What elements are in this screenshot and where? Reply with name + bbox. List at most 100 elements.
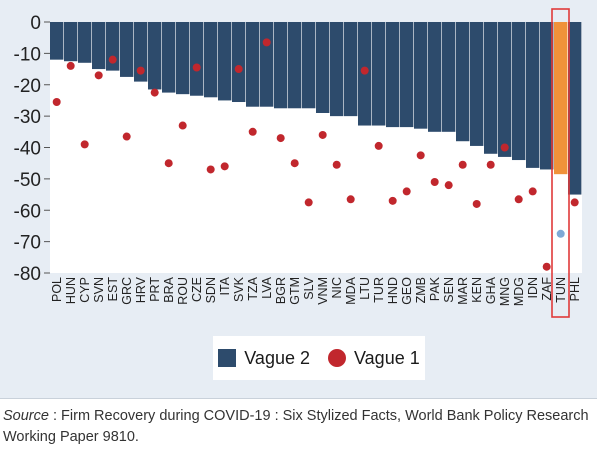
- point-ita: [220, 162, 229, 171]
- bar-mng: [498, 22, 512, 157]
- point-phl: [570, 198, 579, 207]
- x-tick-label-hun: HUN: [64, 277, 78, 304]
- x-tick-label-tza: TZA: [246, 276, 260, 300]
- y-tick-label: 0: [30, 13, 41, 34]
- point-slv: [304, 198, 313, 207]
- x-tick-label-geo: GEO: [400, 277, 414, 305]
- legend-swatch-dot: [328, 349, 346, 367]
- y-tick-label: -40: [14, 139, 41, 160]
- point-ken: [472, 199, 481, 208]
- x-tick-label-rou: ROU: [176, 277, 190, 305]
- point-sdn: [206, 165, 215, 174]
- x-tick-label-ltu: LTU: [358, 277, 372, 300]
- bar-zmb: [414, 22, 428, 129]
- x-tick-label-bgr: BGR: [274, 277, 288, 304]
- x-tick-label-sen: SEN: [442, 277, 456, 303]
- bar-mar: [456, 22, 470, 142]
- bar-bgr: [274, 22, 288, 109]
- point-sen: [444, 181, 453, 190]
- bar-idn: [526, 22, 540, 168]
- bar-lva: [260, 22, 274, 107]
- x-tick-label-zaf: ZAF: [540, 277, 554, 301]
- x-tick-label-grc: GRC: [120, 277, 134, 305]
- point-mar: [458, 160, 467, 169]
- legend: Vague 2 Vague 1: [213, 336, 425, 380]
- point-geo: [402, 187, 411, 196]
- point-gha: [486, 160, 495, 169]
- legend-label-vague-2: Vague 2: [244, 347, 310, 368]
- x-tick-label-tun: TUN: [554, 277, 568, 303]
- x-tick-label-mdg: MDG: [512, 277, 526, 306]
- point-bra: [164, 159, 173, 168]
- x-tick-label-svk: SVK: [232, 276, 246, 302]
- x-tick-label-gtm: GTM: [288, 277, 302, 305]
- bar-vnm: [316, 22, 330, 113]
- point-svk: [234, 65, 243, 74]
- x-tick-label-sdn: SDN: [204, 277, 218, 303]
- x-tick-label-cze: CZE: [190, 277, 204, 302]
- source-label: Source: [3, 408, 49, 424]
- y-tick-label: -20: [14, 76, 41, 97]
- point-pol: [52, 98, 61, 107]
- x-tick-label-idn: IDN: [526, 277, 540, 299]
- bar-rou: [176, 22, 190, 95]
- point-rou: [178, 121, 187, 130]
- point-mng: [500, 143, 509, 152]
- x-tick-label-vnm: VNM: [316, 277, 330, 305]
- point-est: [108, 55, 117, 64]
- bar-nic: [330, 22, 344, 117]
- x-tick-label-gha: GHA: [484, 276, 498, 304]
- bar-pol: [50, 22, 64, 60]
- bar-ken: [470, 22, 484, 146]
- point-cyp: [80, 140, 89, 149]
- bar-bra: [162, 22, 176, 93]
- point-nic: [332, 160, 341, 169]
- x-tick-label-pak: PAK: [428, 276, 442, 301]
- point-idn: [528, 187, 537, 196]
- point-hun: [66, 61, 75, 70]
- bar-gtm: [288, 22, 302, 109]
- point-svn: [94, 71, 103, 80]
- point-mdg: [514, 195, 523, 204]
- x-tick-label-est: EST: [106, 277, 120, 302]
- bar-svn: [92, 22, 106, 70]
- y-tick-label: -60: [14, 201, 41, 222]
- x-tick-label-ken: KEN: [470, 277, 484, 303]
- x-tick-label-bra: BRA: [162, 276, 176, 302]
- point-gtm: [290, 159, 299, 168]
- bar-pak: [428, 22, 442, 132]
- x-tick-label-ita: ITA: [218, 276, 232, 295]
- legend-swatch-bar: [218, 349, 237, 367]
- legend-item-vague-2: Vague 2: [218, 348, 310, 369]
- x-tick-label-zmb: ZMB: [414, 277, 428, 303]
- point-grc: [122, 132, 131, 141]
- bar-mda: [344, 22, 358, 117]
- x-tick-label-mar: MAR: [456, 277, 470, 305]
- x-tick-label-lva: LVA: [260, 276, 274, 298]
- point-tur: [374, 141, 383, 150]
- bar-cyp: [78, 22, 92, 63]
- point-prt: [150, 88, 159, 97]
- point-zaf: [542, 262, 551, 271]
- divider: [0, 398, 597, 399]
- point-vnm: [318, 130, 327, 139]
- bar-svk: [232, 22, 246, 103]
- x-tick-label-cyp: CYP: [78, 277, 92, 303]
- y-tick-label: -30: [14, 107, 41, 128]
- bar-geo: [400, 22, 414, 128]
- bar-cze: [190, 22, 204, 96]
- legend-item-vague-1: Vague 1: [328, 348, 420, 369]
- bar-tza: [246, 22, 260, 107]
- bar-zaf: [540, 22, 554, 170]
- point-bgr: [276, 134, 285, 143]
- point-pak: [430, 178, 439, 187]
- bar-hrv: [134, 22, 148, 82]
- bar-grc: [120, 22, 134, 77]
- bar-hnd: [386, 22, 400, 128]
- bar-prt: [148, 22, 162, 90]
- y-tick-label: -50: [14, 170, 41, 191]
- point-mda: [346, 195, 355, 204]
- x-tick-label-tur: TUR: [372, 277, 386, 303]
- x-tick-label-slv: SLV: [302, 276, 316, 299]
- bar-ita: [218, 22, 232, 101]
